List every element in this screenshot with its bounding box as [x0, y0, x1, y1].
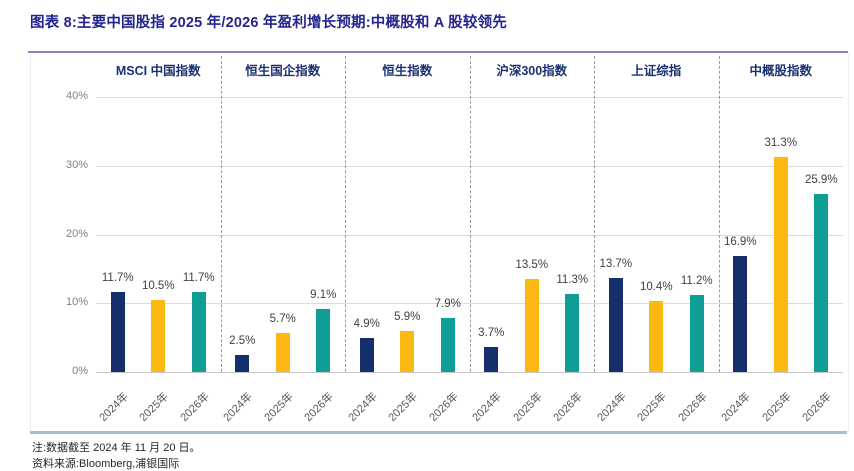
bar-value-label: 11.3% [556, 274, 589, 287]
bar-2026年 [316, 309, 331, 372]
index-group-header: 中概股指数 [749, 64, 812, 78]
chart-bottom-divider [30, 431, 847, 434]
y-axis-tick-label: 20% [65, 227, 88, 240]
bar-value-label: 31.3% [764, 136, 798, 149]
group-separator [469, 56, 471, 372]
bar-2025年 [275, 332, 290, 372]
bar-value-label: 5.9% [394, 311, 421, 324]
bar-2026年 [440, 317, 455, 372]
bar-2025年 [773, 156, 788, 372]
y-axis-tick-label: 40% [65, 90, 88, 102]
chart-title: 图表 8:主要中国股指 2025 年/2026 年盈利增长预期:中概股和 A 股… [30, 15, 507, 31]
group-separator [220, 56, 222, 372]
bar-2025年 [151, 299, 166, 372]
bar-value-label: 13.5% [515, 259, 549, 272]
group-separator [594, 56, 595, 372]
bar-value-label: 3.7% [478, 326, 505, 339]
bar-2025年 [400, 331, 415, 372]
report-chart-page: { "header": { "title": "图表 8:主要中国股指 2025… [28, 15, 849, 470]
bar-chart: 0% 10% 20% 30% 40% MSCI 中国指数 11.7% 2024年 10.5% 20… [30, 53, 849, 431]
bar-2024年 [110, 291, 125, 372]
bar-2026年 [565, 294, 580, 372]
y-axis-tick-label: 0% [72, 365, 88, 377]
bar-value-label: 13.7% [599, 257, 633, 270]
bar-2026年 [814, 193, 829, 372]
bar-value-label: 9.1% [310, 289, 337, 302]
index-group-header: 恒生指数 [382, 64, 433, 78]
bar-value-label: 10.4% [639, 280, 673, 293]
title-divider [28, 51, 848, 53]
index-group-header: 恒生国企指数 [245, 64, 321, 78]
bar-value-label: 25.9% [804, 173, 838, 186]
group-separator [345, 56, 346, 372]
bar-2024年 [608, 277, 623, 372]
bar-2026年 [191, 291, 206, 372]
index-group-header: 上证综指 [631, 64, 682, 78]
bar-2024年 [359, 338, 374, 372]
bar-value-label: 2.5% [229, 334, 256, 347]
bar-value-label: 11.2% [680, 275, 713, 287]
bar-value-label: 11.7% [101, 271, 134, 284]
index-group-header: MSCI 中国指数 [115, 64, 201, 78]
group-separator [718, 56, 720, 372]
bar-2024年 [733, 255, 748, 372]
bar-value-label: 16.9% [723, 235, 757, 248]
x-axis-line [96, 372, 843, 373]
bar-2024年 [484, 346, 499, 372]
y-axis-tick-label: 10% [65, 296, 88, 309]
bar-value-label: 4.9% [353, 318, 380, 331]
bar-value-label: 11.7% [182, 271, 215, 284]
bar-value-label: 10.5% [141, 279, 175, 292]
bar-2024年 [235, 354, 250, 372]
source-note: 资料来源:Bloomberg,浦银国际 [32, 458, 180, 470]
y-axis-tick-label: 30% [65, 158, 88, 171]
bar-value-label: 5.7% [269, 312, 296, 325]
bar-2026年 [689, 295, 704, 372]
bar-2025年 [649, 300, 664, 372]
bar-2025年 [524, 279, 539, 372]
index-group-header: 沪深300指数 [496, 64, 568, 78]
bar-value-label: 7.9% [434, 297, 461, 310]
data-cutoff-note: 注:数据截至 2024 年 11 月 20 日。 [32, 442, 201, 454]
